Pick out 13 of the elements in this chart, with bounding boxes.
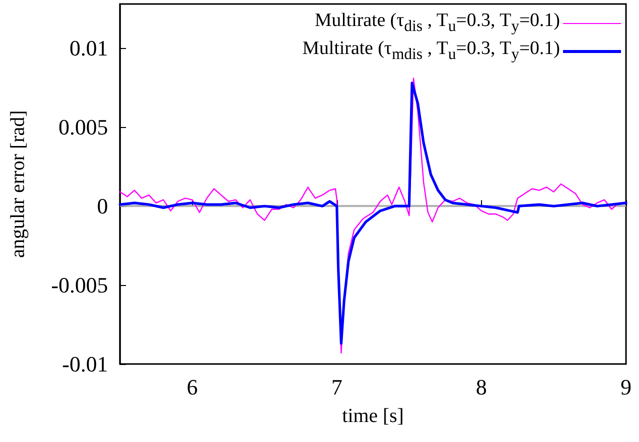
- x-tick-label: 7: [331, 374, 342, 400]
- y-tick-label: 0.005: [58, 114, 108, 140]
- y-tick-label: -0.01: [62, 352, 108, 376]
- legend-label: Multirate (τ$_{dis}$ , T$_{u}$=0.3, T$_{y}$=0.1): [314, 10, 560, 37]
- legend-label: Multirate (τ$_{mdis}$ , T$_{u}$=0.3, T$_{y}$=0.1): [302, 38, 560, 65]
- x-tick-label: 6: [186, 374, 198, 400]
- y-axis-title: angular error [rad]: [7, 110, 29, 258]
- x-axis-title: time [s]: [342, 405, 404, 427]
- x-tick-label: 9: [620, 374, 632, 400]
- y-tick-label: -0.005: [51, 272, 108, 298]
- y-tick-label: 0.01: [70, 36, 108, 61]
- x-tick-label: 8: [476, 374, 487, 400]
- y-tick-label: 0: [97, 194, 108, 219]
